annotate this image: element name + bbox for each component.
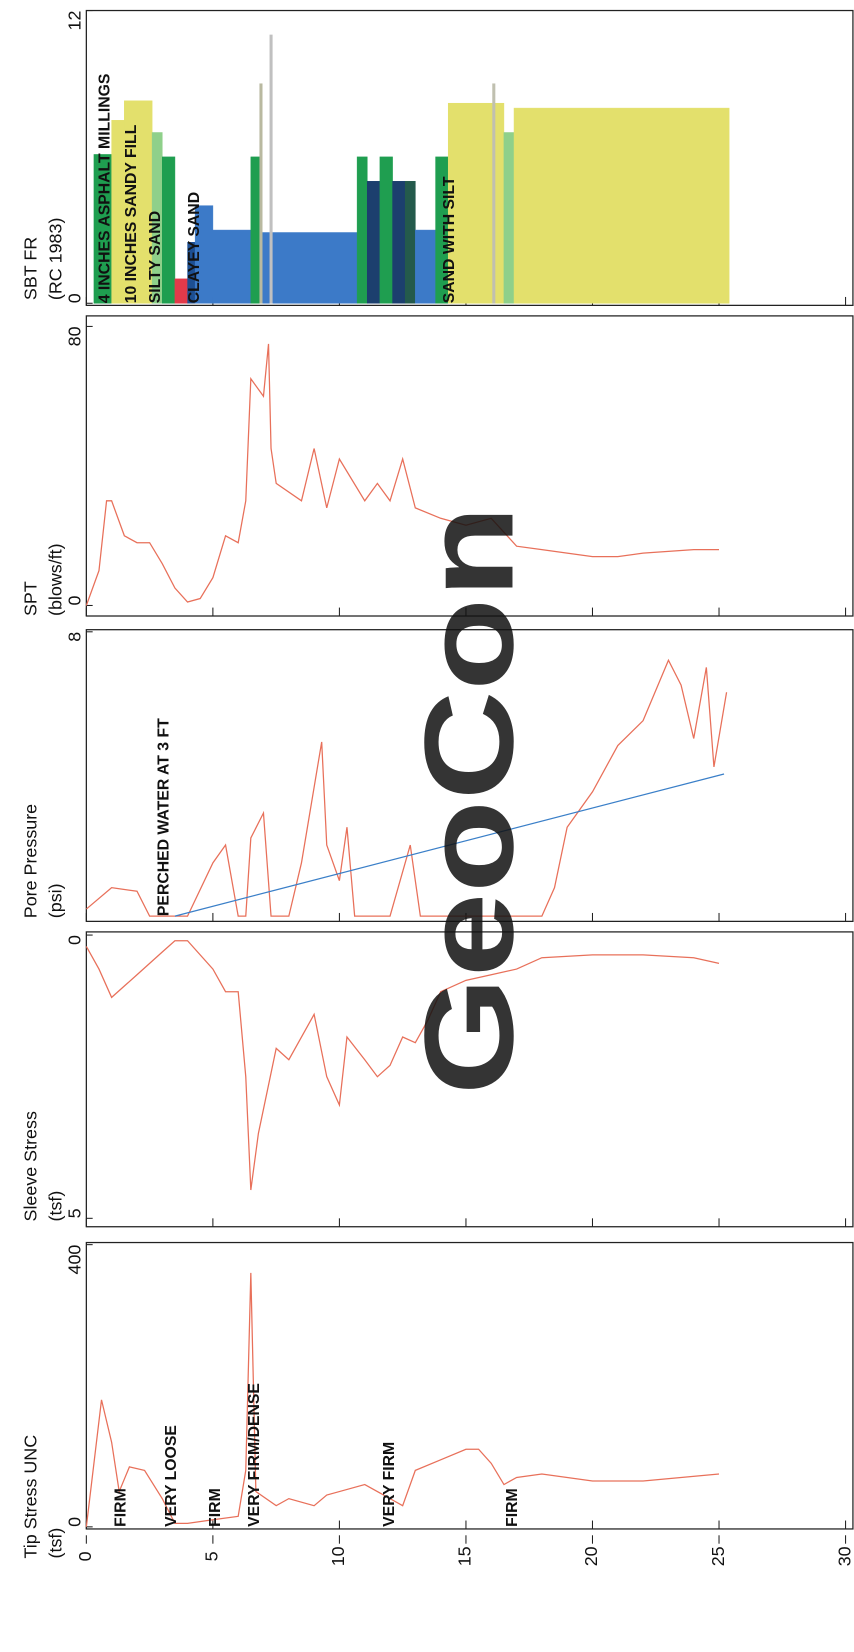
panel-frame <box>85 931 854 1228</box>
soil-zone <box>492 83 496 304</box>
data-line <box>85 940 720 1191</box>
x-tick-label: 10 <box>328 1546 348 1566</box>
soil-zone <box>269 34 273 304</box>
soil-zone <box>415 229 436 304</box>
annotation: PERCHED WATER AT 3 FT <box>155 718 172 916</box>
axis-title: (psi) <box>46 883 66 918</box>
x-tick-label: 5 <box>202 1551 222 1561</box>
annotation: VERY FIRM <box>381 1442 398 1527</box>
y-tick-label: 80 <box>65 326 85 346</box>
annotation: VERY FIRM/DENSE <box>246 1383 263 1527</box>
axis-title: Sleeve Stress <box>20 1111 40 1221</box>
soil-zone <box>379 156 393 304</box>
soil-zone <box>260 232 358 304</box>
axis-title: (tsf) <box>46 1528 66 1559</box>
y-tick-label: 400 <box>65 1245 85 1275</box>
panel-frame <box>85 9 854 307</box>
annotation: 10 INCHES SANDY FILL <box>123 124 140 303</box>
data-line <box>174 773 725 917</box>
y-tick-label: 5 <box>65 1208 85 1218</box>
annotation: FIRM <box>504 1488 521 1527</box>
soil-zone <box>162 156 176 304</box>
soil-zone <box>503 132 515 304</box>
x-tick-label: 15 <box>455 1546 475 1566</box>
panel-frame <box>85 315 854 617</box>
soil-zone <box>404 181 416 304</box>
panel-frame <box>85 629 854 923</box>
y-tick-label: 0 <box>65 595 85 605</box>
soil-zone <box>513 107 730 304</box>
x-tick-label: 25 <box>708 1546 728 1566</box>
annotation: CLAYEY SAND <box>186 192 203 303</box>
data-line <box>85 343 719 606</box>
watermark: GeoCon <box>398 505 539 1095</box>
soil-zone <box>366 181 381 304</box>
chart-group: 0 12 SBT FR (RC 1983) 4 INCHES ASPHALT MILLI… <box>20 9 854 1566</box>
data-line <box>85 1272 720 1527</box>
soil-zone <box>356 156 368 304</box>
x-tick-label: 20 <box>581 1546 601 1566</box>
annotation: SAND WITH SILT <box>441 176 458 303</box>
axis-title: (RC 1983) <box>46 218 66 301</box>
annotation: 4 INCHES ASPHALT MILLINGS <box>96 74 113 304</box>
annotation: SILTY SAND <box>147 211 164 303</box>
soil-zone <box>212 229 252 304</box>
axis-title: SPT <box>20 581 40 616</box>
y-tick-label: 0 <box>65 935 85 945</box>
y-tick-label: 12 <box>65 10 85 30</box>
axis-title: (blows/ft) <box>46 543 66 616</box>
data-line <box>85 658 728 917</box>
x-tick-label: 30 <box>834 1546 854 1566</box>
y-tick-label: 8 <box>65 632 85 642</box>
annotation: FIRM <box>207 1488 224 1527</box>
annotation: VERY LOOSE <box>163 1425 180 1527</box>
y-tick-label: 0 <box>65 1517 85 1527</box>
soil-zone <box>259 83 263 304</box>
panel-frame <box>85 1241 854 1530</box>
axis-title: Tip Stress UNC <box>20 1435 40 1559</box>
axis-title: Pore Pressure <box>20 804 40 918</box>
axis-title: (tsf) <box>46 1191 66 1222</box>
annotation: FIRM <box>112 1488 129 1527</box>
soil-zone <box>392 181 406 304</box>
axis-title: SBT FR <box>20 237 40 300</box>
soil-zone <box>124 100 153 304</box>
y-tick-label: 0 <box>65 293 85 303</box>
x-tick-label: 0 <box>75 1551 95 1561</box>
